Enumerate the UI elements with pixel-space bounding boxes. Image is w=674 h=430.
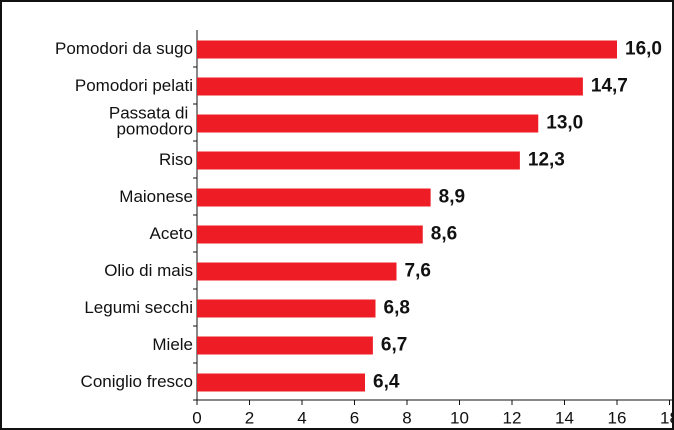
value-label: 8,9 <box>439 187 465 208</box>
x-tick-label: 0 <box>192 408 201 427</box>
y-tick-label: Legumi secchi <box>84 298 193 317</box>
bar <box>197 225 423 244</box>
y-tick-label: Aceto <box>150 224 193 243</box>
x-tick-label: 4 <box>297 408 306 427</box>
value-label: 13,0 <box>546 113 583 134</box>
bar <box>197 336 373 355</box>
y-tick-label: Miele <box>152 335 193 354</box>
value-label: 12,3 <box>528 150 565 171</box>
bar <box>197 188 431 207</box>
value-label: 7,6 <box>405 261 431 282</box>
value-label: 16,0 <box>625 39 662 60</box>
bar <box>197 151 520 170</box>
bar <box>197 262 397 281</box>
value-label: 6,8 <box>384 298 410 319</box>
x-tick-label: 6 <box>350 408 359 427</box>
x-tick-label: 8 <box>402 408 411 427</box>
y-tick-label: Riso <box>159 150 193 169</box>
y-tick-label: Passata di pomodoro <box>109 104 193 139</box>
x-tick-label: 12 <box>503 408 522 427</box>
value-label: 8,6 <box>431 224 457 245</box>
x-tick-label: 14 <box>555 408 574 427</box>
y-tick-label: Olio di mais <box>104 261 193 280</box>
x-tick-label: 16 <box>608 408 627 427</box>
value-label: 6,7 <box>381 335 407 356</box>
y-tick-label: Coniglio fresco <box>81 372 193 391</box>
x-tick-label: 18 <box>660 408 674 427</box>
bar <box>197 40 617 59</box>
bar <box>197 373 365 392</box>
y-tick-label: Pomodori pelati <box>75 76 193 95</box>
bar <box>197 77 583 96</box>
value-label: 14,7 <box>591 76 628 97</box>
x-tick-label: 10 <box>450 408 469 427</box>
y-tick-label: Maionese <box>119 187 193 206</box>
bar <box>197 299 376 318</box>
bar <box>197 114 539 133</box>
value-label: 6,4 <box>373 372 400 393</box>
y-tick-label: Pomodori da sugo <box>55 39 193 58</box>
x-tick-label: 2 <box>245 408 254 427</box>
